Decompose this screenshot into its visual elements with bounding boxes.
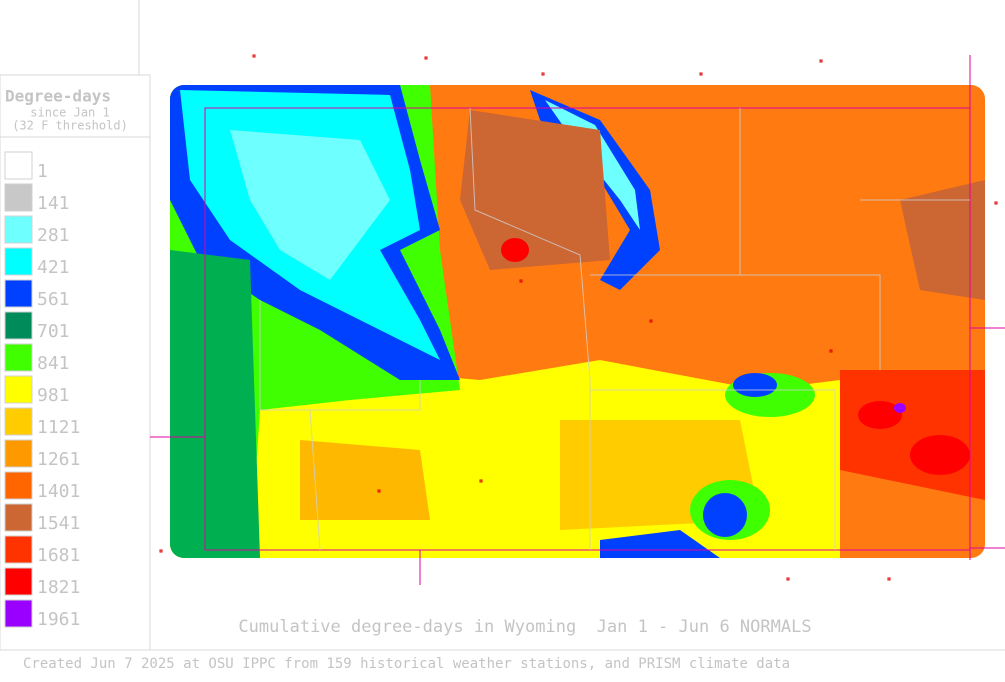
frame [0, 0, 1005, 651]
legend-swatch [4, 503, 33, 532]
legend-swatch [4, 535, 33, 564]
legend-swatch [4, 311, 33, 340]
legend-label: 1401 [37, 481, 80, 502]
legend-swatch [4, 407, 33, 436]
legend-label: 561 [37, 289, 70, 310]
legend-label: 421 [37, 257, 70, 278]
legend-label: 701 [37, 321, 70, 342]
legend-swatch [4, 567, 33, 596]
legend-swatch [4, 375, 33, 404]
legend-label: 1 [37, 161, 48, 182]
legend-label: 981 [37, 385, 70, 406]
legend-title: Degree-days [5, 87, 111, 106]
legend-swatch [4, 215, 33, 244]
legend-label: 1821 [37, 577, 80, 598]
legend-label: 1541 [37, 513, 80, 534]
legend-swatch [4, 471, 33, 500]
state-borders [150, 55, 1005, 585]
legend-subtitle: since Jan 1 [30, 106, 109, 120]
county-lines [259, 107, 970, 551]
legend-label: 281 [37, 225, 70, 246]
station-markers [159, 54, 998, 581]
legend-swatch [4, 183, 33, 212]
legend-label: 141 [37, 193, 70, 214]
footer: Created Jun 7 2025 at OSU IPPC from 159 … [23, 656, 790, 672]
legend-label: 1961 [37, 609, 80, 630]
legend-swatch [4, 151, 33, 180]
legend-threshold: (32 F threshold) [12, 119, 128, 133]
map-title: Cumulative degree-days in Wyoming Jan 1 … [238, 617, 811, 637]
legend-label: 841 [37, 353, 70, 374]
legend-swatch [4, 439, 33, 468]
map [170, 85, 985, 558]
legend-items: 1 141 281 421 561 701 841 981 1121 1261 1401 1541 16… [4, 151, 80, 630]
legend-label: 1121 [37, 417, 80, 438]
legend-swatch [4, 343, 33, 372]
legend-swatch [4, 599, 33, 628]
legend-swatch [4, 279, 33, 308]
legend-label: 1261 [37, 449, 80, 470]
legend-swatch [4, 247, 33, 276]
legend-label: 1681 [37, 545, 80, 566]
